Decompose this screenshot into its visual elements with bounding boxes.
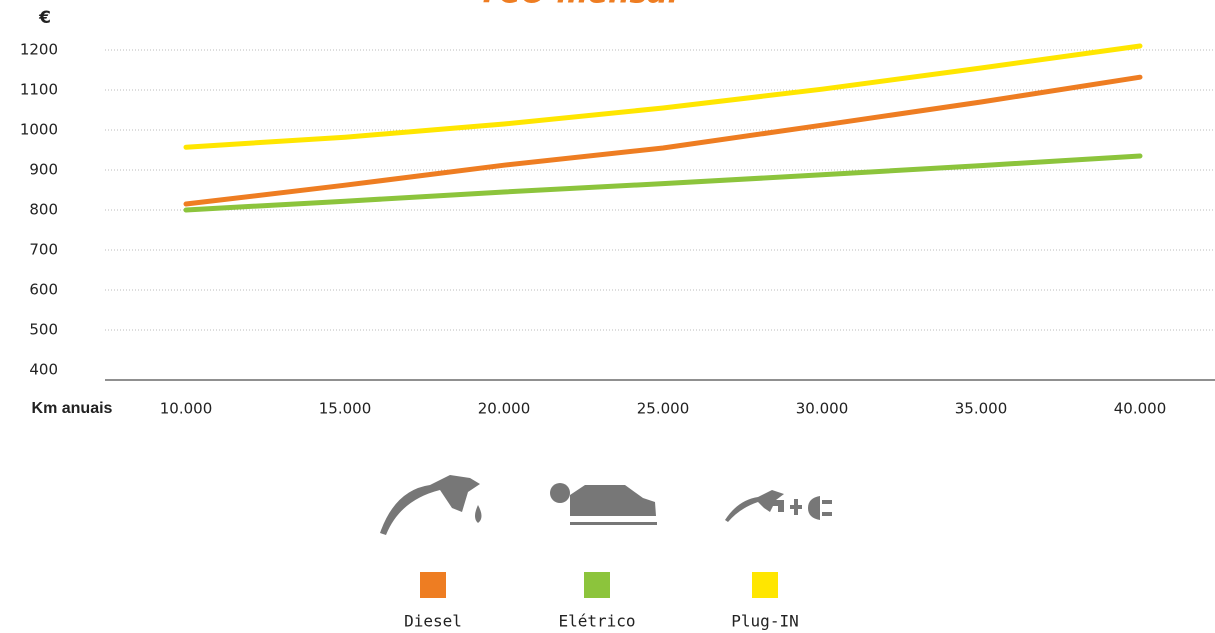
- x-tick-label: 25.000: [637, 400, 690, 418]
- legend-label: Elétrico: [558, 612, 635, 631]
- y-tick-label: 800: [29, 201, 58, 219]
- series-line: [183, 153, 1143, 213]
- legend-swatch: [584, 572, 610, 598]
- x-axis-label: Km anuais: [32, 400, 113, 417]
- legend-swatch: [752, 572, 778, 598]
- pump-icon: [725, 490, 784, 522]
- series-line: [183, 74, 1143, 207]
- x-tick-label: 20.000: [478, 400, 531, 418]
- x-tick-label: 40.000: [1114, 400, 1167, 418]
- y-tick-label: 1200: [20, 41, 58, 59]
- y-tick-label: 700: [29, 241, 58, 259]
- y-tick-label: 500: [29, 321, 58, 339]
- y-axis-label: €: [38, 8, 51, 28]
- chart-title: TCO mensal: [478, 0, 678, 11]
- plus-icon: [772, 499, 802, 515]
- x-tick-label: 10.000: [160, 400, 213, 418]
- y-tick-label: 900: [29, 161, 58, 179]
- series-line: [183, 43, 1143, 150]
- diesel-icon: [380, 475, 480, 535]
- y-tick-label: 600: [29, 281, 58, 299]
- legend-label: Diesel: [404, 612, 462, 631]
- legend-icons: [380, 475, 832, 535]
- x-tick-label: 35.000: [955, 400, 1008, 418]
- y-tick-label: 400: [29, 361, 58, 379]
- electric-car-icon: [570, 485, 657, 525]
- y-tick-label: 1000: [20, 121, 58, 139]
- legend-swatch: [420, 572, 446, 598]
- x-tick-label: 30.000: [796, 400, 849, 418]
- plug-icon: [550, 483, 570, 503]
- x-tick-label: 15.000: [319, 400, 372, 418]
- plug-icon-2: [808, 496, 832, 520]
- drop-icon: [475, 505, 482, 523]
- legend-label: Plug-IN: [731, 612, 798, 631]
- y-tick-label: 1100: [20, 81, 58, 99]
